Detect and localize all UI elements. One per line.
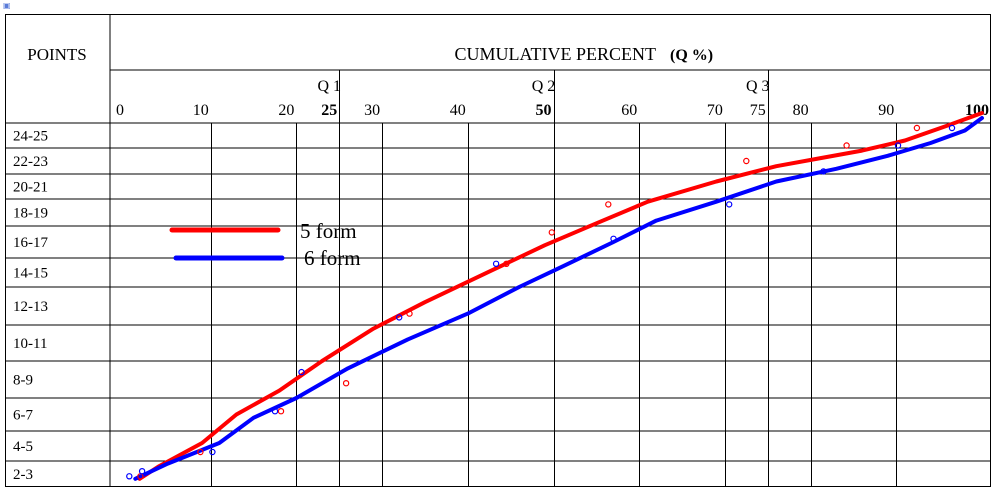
data-point-6-form bbox=[948, 124, 956, 132]
quartile-labels: Q 1 Q 2 Q 3 bbox=[317, 78, 769, 95]
data-point-6-form bbox=[820, 168, 827, 175]
data-point-5-form bbox=[548, 229, 556, 236]
x-tick-label: 40 bbox=[450, 102, 466, 119]
x-tick-label: 50 bbox=[536, 102, 552, 119]
series-line-5-form bbox=[137, 111, 984, 481]
chart-frame bbox=[5, 14, 991, 487]
data-points bbox=[126, 124, 956, 480]
y-category-label: 18-19 bbox=[13, 206, 48, 222]
quartile-label: Q 1 bbox=[317, 78, 341, 95]
legend-label-6-form: 6 form bbox=[304, 246, 361, 270]
grid-lines bbox=[5, 70, 991, 487]
chart-title: CUMULATIVE PERCENT bbox=[455, 44, 657, 64]
legend-label-5-form: 5 form bbox=[300, 219, 357, 243]
y-category-label: 6-7 bbox=[13, 408, 33, 424]
quartile-label: Q 3 bbox=[746, 78, 770, 95]
y-category-label: 4-5 bbox=[13, 439, 33, 455]
y-category-label: 8-9 bbox=[13, 373, 33, 389]
data-point-5-form bbox=[913, 124, 921, 132]
y-category-label: 20-21 bbox=[13, 180, 48, 196]
x-tick-label: 70 bbox=[707, 102, 723, 119]
data-point-6-form bbox=[726, 201, 733, 208]
x-tick-label: 20 bbox=[278, 102, 294, 119]
data-point-5-form bbox=[503, 260, 510, 267]
points-header: POINTS bbox=[27, 45, 87, 64]
quartile-label: Q 2 bbox=[532, 78, 556, 95]
y-category-label: 2-3 bbox=[13, 467, 33, 483]
x-tick-label: 80 bbox=[793, 102, 809, 119]
data-point-5-form bbox=[342, 380, 350, 387]
data-point-5-form bbox=[277, 408, 285, 415]
x-tick-label: 60 bbox=[621, 102, 637, 119]
y-category-label: 12-13 bbox=[13, 299, 48, 315]
x-tick-label: 75 bbox=[750, 102, 766, 119]
x-tick-label: 100 bbox=[965, 102, 989, 119]
x-axis-tick-labels: 0 10 20 25 30 40 50 60 70 75 80 90 100 bbox=[116, 102, 989, 119]
data-point-6-form bbox=[138, 468, 146, 475]
data-point-6-form bbox=[894, 142, 902, 149]
y-category-label: 22-23 bbox=[13, 154, 48, 170]
y-axis-category-labels: 24-25 22-23 20-21 18-19 16-17 14-15 12-13 10-11… bbox=[13, 129, 48, 483]
x-tick-label: 10 bbox=[193, 102, 209, 119]
legend: 5 form 6 form bbox=[169, 219, 361, 270]
data-point-5-form bbox=[743, 157, 750, 165]
data-point-6-form bbox=[396, 314, 403, 321]
x-tick-label: 0 bbox=[116, 102, 124, 119]
x-tick-label: 25 bbox=[321, 102, 337, 119]
data-point-5-form bbox=[843, 142, 850, 149]
outer-border bbox=[5, 14, 991, 487]
y-category-label: 10-11 bbox=[13, 336, 47, 352]
x-tick-label: 30 bbox=[364, 102, 380, 119]
data-point-6-form bbox=[610, 235, 617, 242]
data-point-6-form bbox=[209, 448, 216, 456]
data-point-6-form bbox=[298, 368, 305, 376]
x-tick-label: 90 bbox=[878, 102, 894, 119]
series-lines bbox=[133, 111, 984, 481]
data-point-5-form bbox=[197, 448, 204, 456]
data-point-6-form bbox=[492, 260, 500, 267]
y-category-label: 24-25 bbox=[13, 129, 48, 145]
data-point-5-form bbox=[605, 201, 612, 208]
broken-image-icon: ▣ bbox=[3, 1, 11, 10]
data-point-5-form bbox=[406, 310, 413, 317]
data-point-6-form bbox=[271, 408, 279, 415]
y-category-label: 14-15 bbox=[13, 266, 48, 282]
series-line-6-form bbox=[133, 116, 984, 481]
chart-title-unit: (Q %) bbox=[670, 47, 713, 64]
data-point-6-form bbox=[126, 473, 133, 480]
y-category-label: 16-17 bbox=[13, 235, 48, 251]
